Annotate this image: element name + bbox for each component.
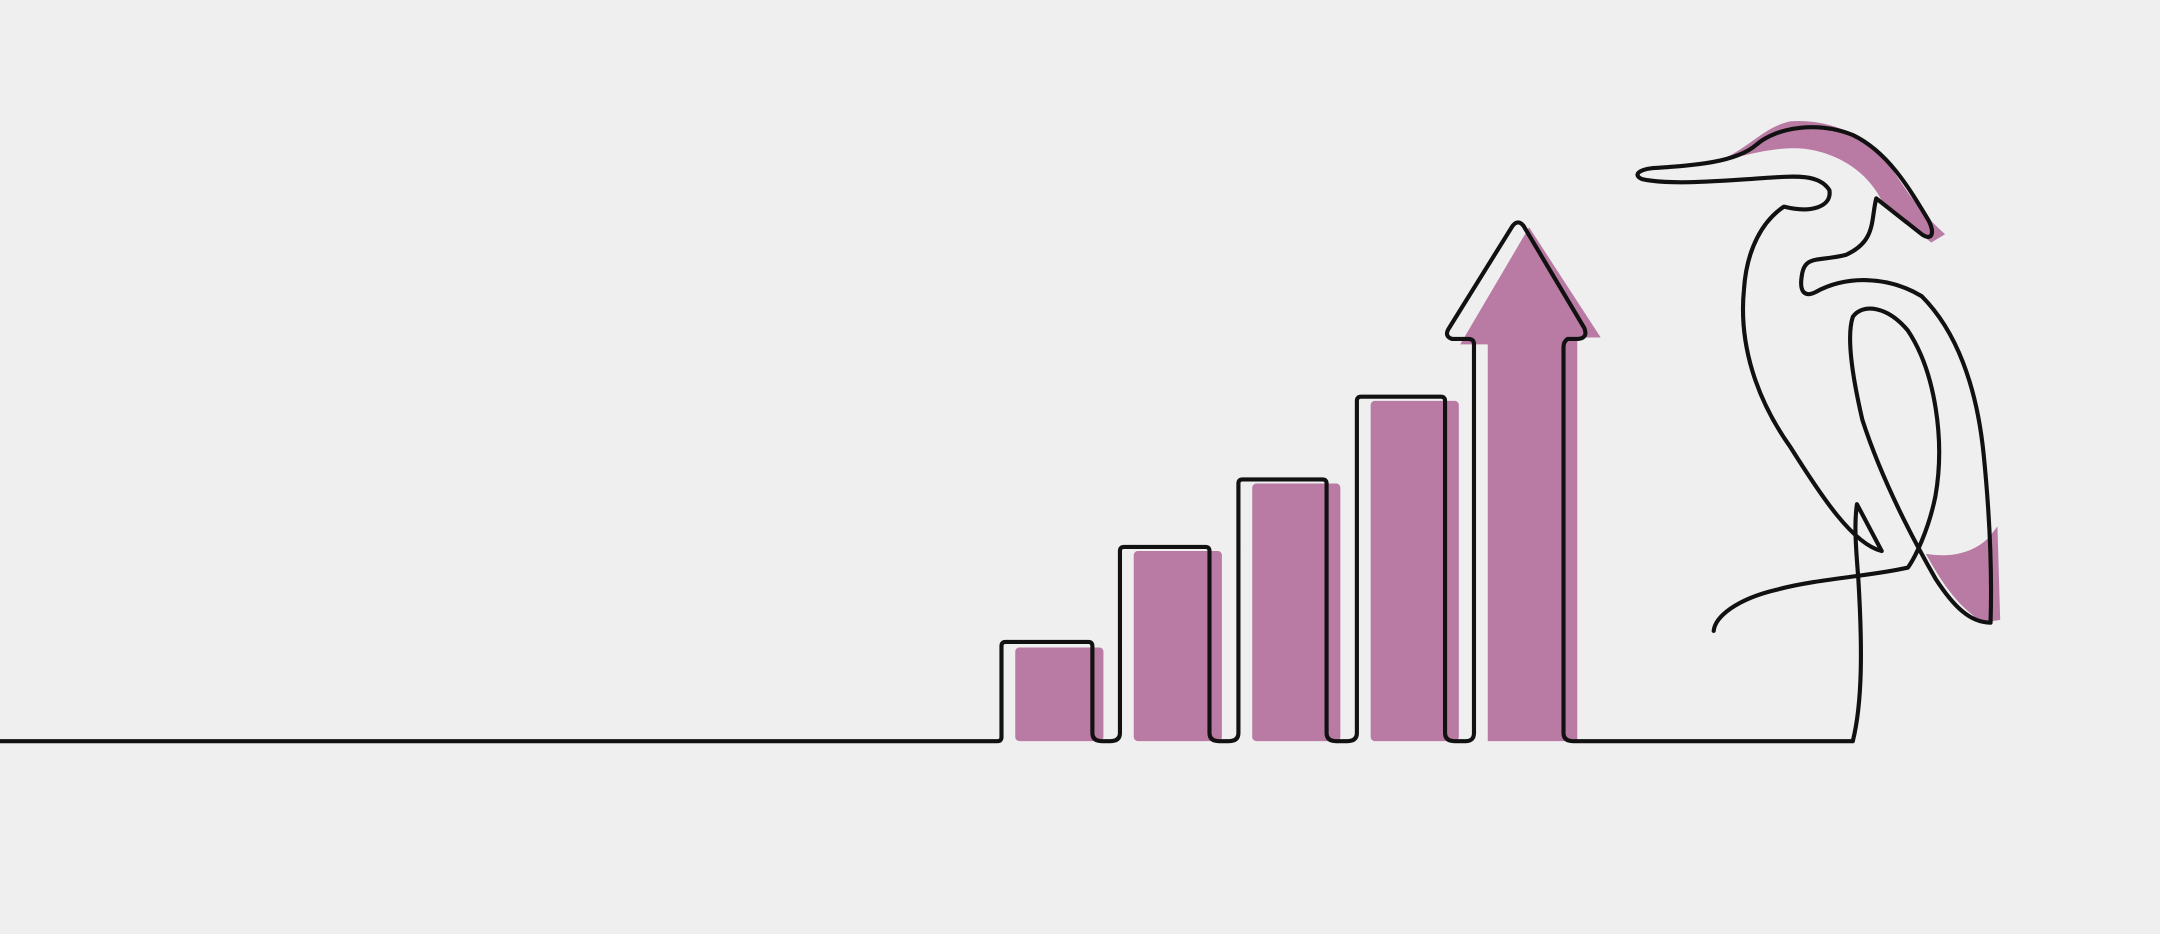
heron-belly-fill <box>1925 526 2001 623</box>
bar-1-fill <box>1015 647 1104 742</box>
heron-crest-fill <box>1715 120 1946 243</box>
outline <box>0 125 1994 744</box>
heron-line <box>1635 125 1994 744</box>
arrow-fill <box>1460 227 1601 742</box>
accent-fills <box>1015 120 2001 742</box>
bar-4-fill <box>1370 400 1459 742</box>
bar-2-fill <box>1133 551 1222 742</box>
bar-3-fill <box>1252 483 1341 742</box>
bars-arrow-line <box>0 220 1855 744</box>
